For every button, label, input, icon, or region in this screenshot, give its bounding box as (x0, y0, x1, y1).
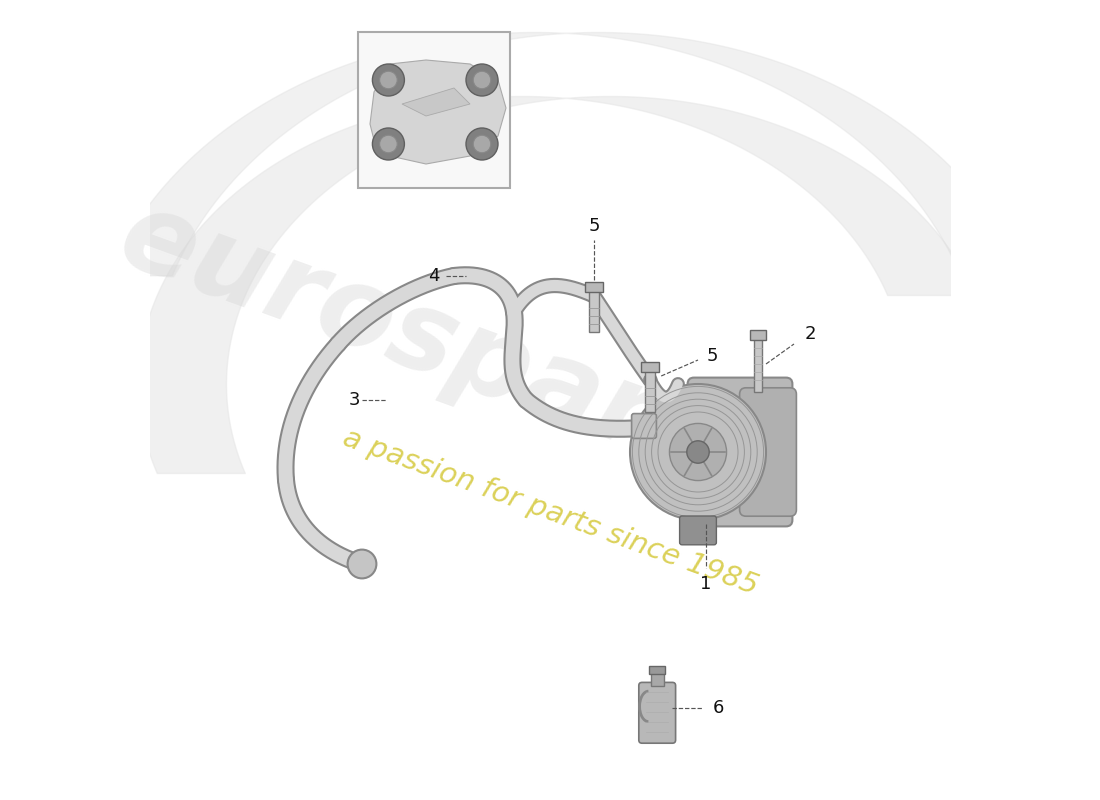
FancyBboxPatch shape (358, 32, 510, 188)
Text: 5: 5 (706, 347, 718, 365)
Circle shape (373, 128, 405, 160)
FancyBboxPatch shape (639, 682, 675, 743)
Polygon shape (370, 60, 506, 164)
Text: 3: 3 (349, 391, 360, 409)
Text: 4: 4 (428, 267, 440, 285)
Circle shape (630, 384, 766, 520)
Bar (646, 370, 654, 412)
FancyBboxPatch shape (631, 414, 657, 438)
Circle shape (373, 64, 405, 96)
Polygon shape (402, 88, 470, 116)
Circle shape (379, 135, 397, 153)
Circle shape (670, 423, 727, 481)
Text: 6: 6 (713, 699, 724, 717)
FancyBboxPatch shape (739, 388, 796, 516)
Text: 5: 5 (588, 218, 600, 235)
Text: a passion for parts since 1985: a passion for parts since 1985 (339, 424, 761, 600)
Circle shape (379, 71, 397, 89)
Bar (590, 290, 598, 332)
Circle shape (466, 64, 498, 96)
Bar (754, 336, 762, 392)
Circle shape (686, 441, 710, 463)
Circle shape (473, 71, 491, 89)
Bar (649, 666, 666, 674)
Circle shape (348, 550, 376, 578)
Bar (641, 362, 659, 372)
Circle shape (473, 135, 491, 153)
FancyBboxPatch shape (680, 516, 716, 545)
Bar (750, 330, 766, 340)
Circle shape (466, 128, 498, 160)
Text: 1: 1 (701, 575, 712, 593)
Text: eurospares: eurospares (106, 182, 802, 522)
FancyBboxPatch shape (688, 378, 792, 526)
Bar (585, 282, 603, 292)
Text: 2: 2 (804, 325, 816, 342)
Bar (651, 671, 663, 686)
